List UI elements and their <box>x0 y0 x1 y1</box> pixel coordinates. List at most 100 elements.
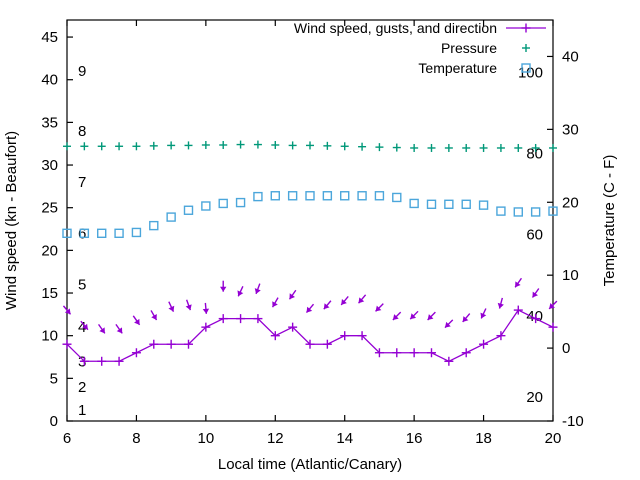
gust-direction-arrow <box>288 289 297 300</box>
y-axis-title: Wind speed (kn - Beaufort) <box>3 131 20 310</box>
temperature-marker <box>287 191 298 201</box>
y-tick-label: 30 <box>41 157 58 174</box>
gust-direction-arrow <box>271 297 279 308</box>
fahrenheit-label: 20 <box>526 389 543 406</box>
legend-label-1: Pressure <box>441 40 497 56</box>
y-tick-label: 15 <box>41 285 58 302</box>
wind-speed-line <box>66 309 554 363</box>
beaufort-label: 2 <box>78 379 86 396</box>
temperature-marker <box>131 227 142 238</box>
temperature-marker <box>183 205 194 215</box>
y-tick-label: 5 <box>50 370 58 387</box>
legend-label-0: Wind speed, gusts, and direction <box>294 20 497 36</box>
gust-direction-arrow <box>115 323 123 334</box>
gust-direction-arrow <box>254 283 261 295</box>
temperature-marker <box>461 199 471 209</box>
temperature-marker <box>218 198 228 209</box>
gust-direction-arrow <box>132 315 141 326</box>
fahrenheit-label: 40 <box>526 308 543 325</box>
temperature-marker <box>235 197 246 208</box>
y-tick-label: 35 <box>41 114 58 131</box>
x-tick-label: 6 <box>63 430 71 447</box>
beaufort-label: 1 <box>78 402 86 419</box>
gust-direction-arrow <box>202 302 210 314</box>
temperature-marker <box>496 206 506 216</box>
gust-direction-arrow <box>480 308 487 319</box>
y-tick-label: 40 <box>41 72 58 89</box>
gust-direction-arrow <box>375 303 384 312</box>
temperature-marker <box>392 192 402 203</box>
gust-direction-arrow <box>305 303 315 314</box>
temperature-marker <box>444 199 454 209</box>
beaufort-label: 8 <box>78 123 86 140</box>
gust-direction-arrow <box>150 310 158 321</box>
temperature-marker <box>62 228 72 238</box>
gust-direction-arrow <box>531 288 540 298</box>
y2-tick-label: 10 <box>562 267 579 284</box>
y2-tick-label: 20 <box>562 194 579 211</box>
gust-direction-arrow <box>497 297 504 309</box>
gust-direction-arrow <box>357 294 367 304</box>
x-tick-label: 14 <box>336 430 353 447</box>
fahrenheit-label: 80 <box>526 145 543 162</box>
gust-direction-arrow <box>237 286 244 297</box>
x-tick-label: 20 <box>545 430 562 447</box>
fahrenheit-label: 100 <box>518 64 543 81</box>
temperature-marker <box>322 191 333 201</box>
y-tick-label: 20 <box>41 242 58 259</box>
x-tick-label: 8 <box>132 430 140 447</box>
gust-direction-arrow <box>427 311 436 321</box>
legend-label-2: Temperature <box>418 60 497 76</box>
gust-direction-arrow <box>409 310 419 320</box>
beaufort-label: 7 <box>78 174 86 191</box>
temperature-marker <box>97 228 107 238</box>
beaufort-label: 6 <box>78 225 86 242</box>
y2-tick-label: -10 <box>562 413 584 430</box>
gust-direction-arrow <box>514 277 523 288</box>
gust-direction-arrow <box>80 320 89 331</box>
beaufort-label: 9 <box>78 63 86 80</box>
temperature-marker <box>253 191 263 202</box>
y-tick-label: 0 <box>50 413 58 430</box>
fahrenheit-label: 60 <box>526 226 543 243</box>
y-tick-label: 45 <box>41 29 58 46</box>
temperature-marker <box>201 201 211 211</box>
temperature-marker <box>426 199 437 209</box>
gust-direction-arrow <box>323 300 332 310</box>
y2-tick-label: 30 <box>562 121 579 138</box>
gust-direction-arrow <box>97 323 106 334</box>
gust-direction-arrow <box>168 301 175 312</box>
gust-direction-arrow <box>220 280 227 292</box>
temperature-marker <box>357 191 367 201</box>
temperature-marker <box>114 228 124 238</box>
y2-tick-label: 40 <box>562 48 579 65</box>
beaufort-label: 4 <box>78 319 86 336</box>
gust-direction-arrow <box>548 300 558 310</box>
y-tick-label: 25 <box>41 200 58 217</box>
temperature-marker <box>340 191 350 201</box>
temperature-marker <box>548 206 558 216</box>
gust-direction-arrow <box>340 296 349 306</box>
x-tick-label: 18 <box>475 430 492 447</box>
temperature-marker <box>270 191 280 201</box>
x-tick-label: 10 <box>198 430 215 447</box>
temperature-marker <box>530 207 541 217</box>
plot-frame <box>66 19 554 422</box>
temperature-marker <box>149 220 159 231</box>
temperature-marker <box>478 200 489 210</box>
gust-direction-arrow <box>392 311 402 321</box>
y2-tick-label: 0 <box>562 340 570 357</box>
y-tick-label: 10 <box>41 328 58 345</box>
gust-direction-arrow <box>462 313 471 323</box>
temperature-marker <box>374 191 385 201</box>
temperature-marker <box>409 198 419 209</box>
gust-direction-arrow <box>185 299 192 311</box>
y2-axis-title: Temperature (C - F) <box>601 155 618 287</box>
temperature-marker <box>305 191 315 201</box>
x-tick-label: 16 <box>406 430 423 447</box>
legend-swatch-temperature <box>521 63 531 73</box>
gust-direction-arrow <box>62 305 72 315</box>
temperature-marker <box>166 212 176 222</box>
